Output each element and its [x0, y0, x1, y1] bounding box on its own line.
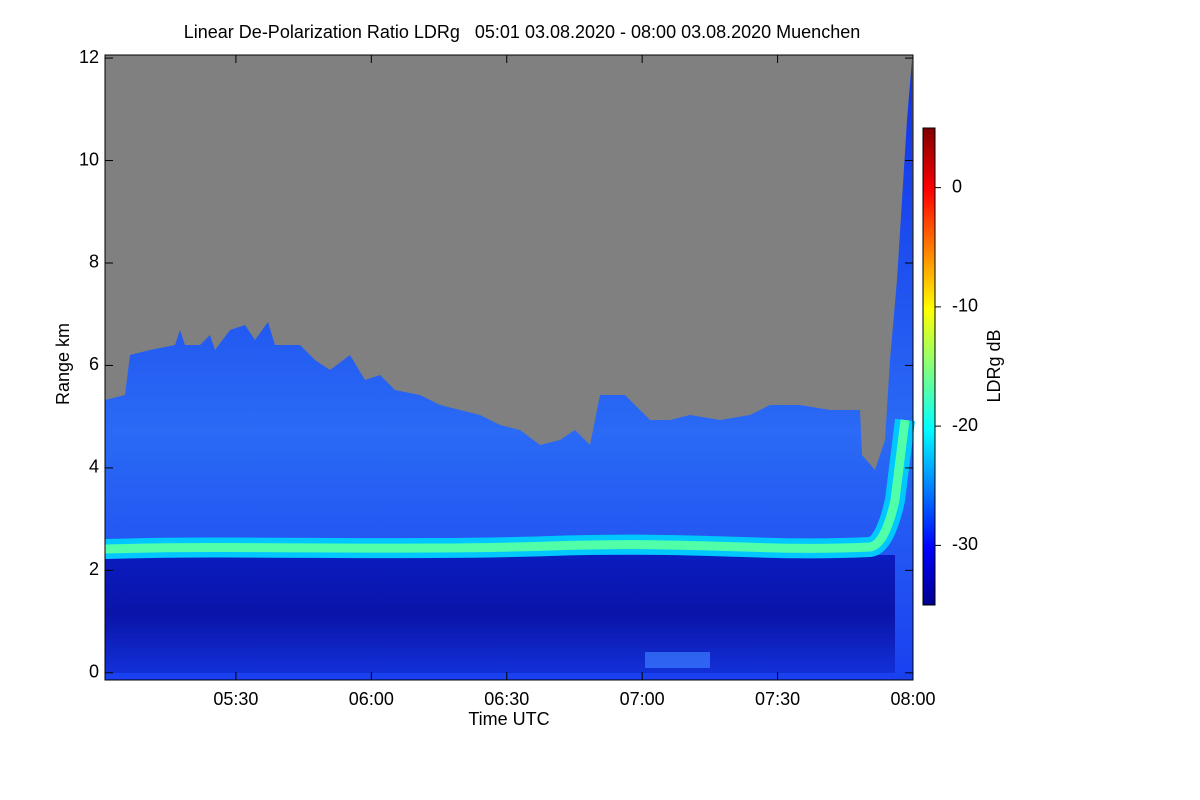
y-tick-label: 0 — [89, 662, 99, 682]
heatmap — [104, 54, 915, 681]
x-tick-label: 07:00 — [620, 689, 665, 709]
y-tick-label: 8 — [89, 252, 99, 272]
x-tick-label: 05:30 — [213, 689, 258, 709]
colorbar-tick-label: -30 — [952, 534, 978, 554]
y-axis-label: Range km — [53, 323, 73, 405]
lower-region — [105, 555, 895, 673]
x-tick-label: 08:00 — [890, 689, 935, 709]
colorbar-tick-label: -10 — [952, 296, 978, 316]
plot-frame — [104, 54, 914, 681]
y-tick-label: 4 — [89, 457, 99, 477]
colorbar-tick-label: 0 — [952, 176, 962, 196]
colorbar-tick-label: -20 — [952, 415, 978, 435]
y-tick-label: 2 — [89, 559, 99, 579]
chart-title: Linear De-Polarization Ratio LDRg 05:01 … — [184, 22, 860, 42]
x-tick-label: 06:00 — [349, 689, 394, 709]
x-tick-label: 07:30 — [755, 689, 800, 709]
near-field — [645, 652, 710, 668]
y-tick-label: 12 — [79, 47, 99, 67]
layer-core — [104, 419, 910, 554]
signal-region — [105, 60, 913, 680]
y-tick-label: 6 — [89, 354, 99, 374]
y-tick-label: 10 — [79, 149, 99, 169]
x-axis-label: Time UTC — [468, 709, 549, 729]
colorbar — [922, 127, 936, 606]
colorbar-label: LDRg dB — [984, 329, 1004, 402]
x-tick-label: 06:30 — [484, 689, 529, 709]
